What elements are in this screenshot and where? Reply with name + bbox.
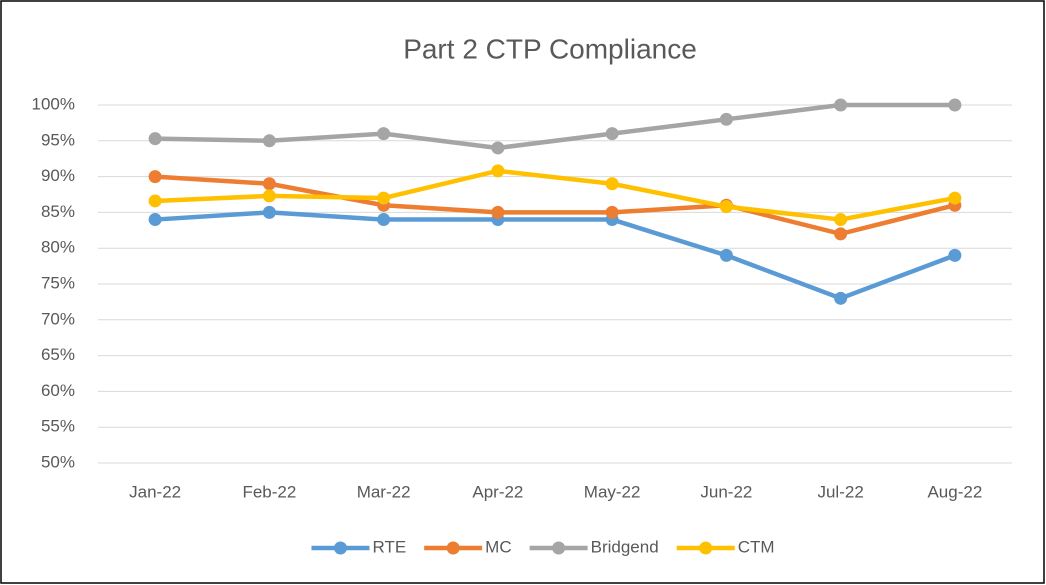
- data-point: [377, 127, 391, 141]
- legend-marker: [699, 541, 713, 555]
- data-point: [948, 98, 962, 112]
- x-tick-label: Feb-22: [242, 482, 296, 501]
- series-line: [152, 102, 958, 151]
- y-tick-label: 90%: [41, 166, 75, 185]
- chart-title: Part 2 CTP Compliance: [403, 33, 697, 64]
- data-point: [719, 248, 733, 262]
- legend-marker: [446, 541, 460, 555]
- data-point: [491, 205, 505, 219]
- y-tick-label: 100%: [32, 94, 75, 113]
- y-tick-label: 75%: [41, 273, 75, 292]
- data-point: [377, 213, 391, 227]
- x-tick-label: Jan-22: [129, 482, 181, 501]
- legend-marker: [552, 541, 566, 555]
- legend-marker: [333, 541, 347, 555]
- data-point: [491, 164, 505, 178]
- data-point: [948, 191, 962, 205]
- y-tick-label: 80%: [41, 238, 75, 257]
- legend-label: MC: [485, 537, 511, 556]
- data-point: [262, 189, 276, 203]
- data-point: [834, 291, 848, 305]
- series-line: [152, 168, 958, 222]
- data-point: [605, 177, 619, 191]
- data-point: [491, 141, 505, 155]
- x-tick-label: Jul-22: [817, 482, 863, 501]
- data-point: [377, 191, 391, 205]
- data-point: [719, 200, 733, 214]
- y-tick-label: 50%: [41, 452, 75, 471]
- y-tick-label: 95%: [41, 130, 75, 149]
- y-tick-label: 55%: [41, 417, 75, 436]
- y-tick-label: 70%: [41, 309, 75, 328]
- data-point: [262, 134, 276, 148]
- data-point: [834, 213, 848, 227]
- data-point: [719, 112, 733, 126]
- data-point: [948, 248, 962, 262]
- x-tick-label: May-22: [584, 482, 641, 501]
- legend-label: Bridgend: [591, 537, 659, 556]
- x-tick-label: Mar-22: [357, 482, 411, 501]
- y-tick-label: 85%: [41, 202, 75, 221]
- legend-label: CTM: [738, 537, 775, 556]
- data-point: [834, 227, 848, 241]
- legend-label: RTE: [372, 537, 406, 556]
- x-tick-label: Jun-22: [700, 482, 752, 501]
- y-tick-label: 65%: [41, 345, 75, 364]
- data-point: [605, 205, 619, 219]
- x-tick-label: Apr-22: [472, 482, 523, 501]
- data-point: [148, 194, 162, 208]
- y-tick-label: 60%: [41, 381, 75, 400]
- data-point: [605, 127, 619, 141]
- series-line: [152, 210, 958, 301]
- data-point: [262, 205, 276, 219]
- data-point: [834, 98, 848, 112]
- x-tick-label: Aug-22: [927, 482, 982, 501]
- data-point: [262, 177, 276, 191]
- data-point: [148, 132, 162, 146]
- data-point: [148, 170, 162, 184]
- series-line: [152, 174, 958, 237]
- data-point: [148, 213, 162, 227]
